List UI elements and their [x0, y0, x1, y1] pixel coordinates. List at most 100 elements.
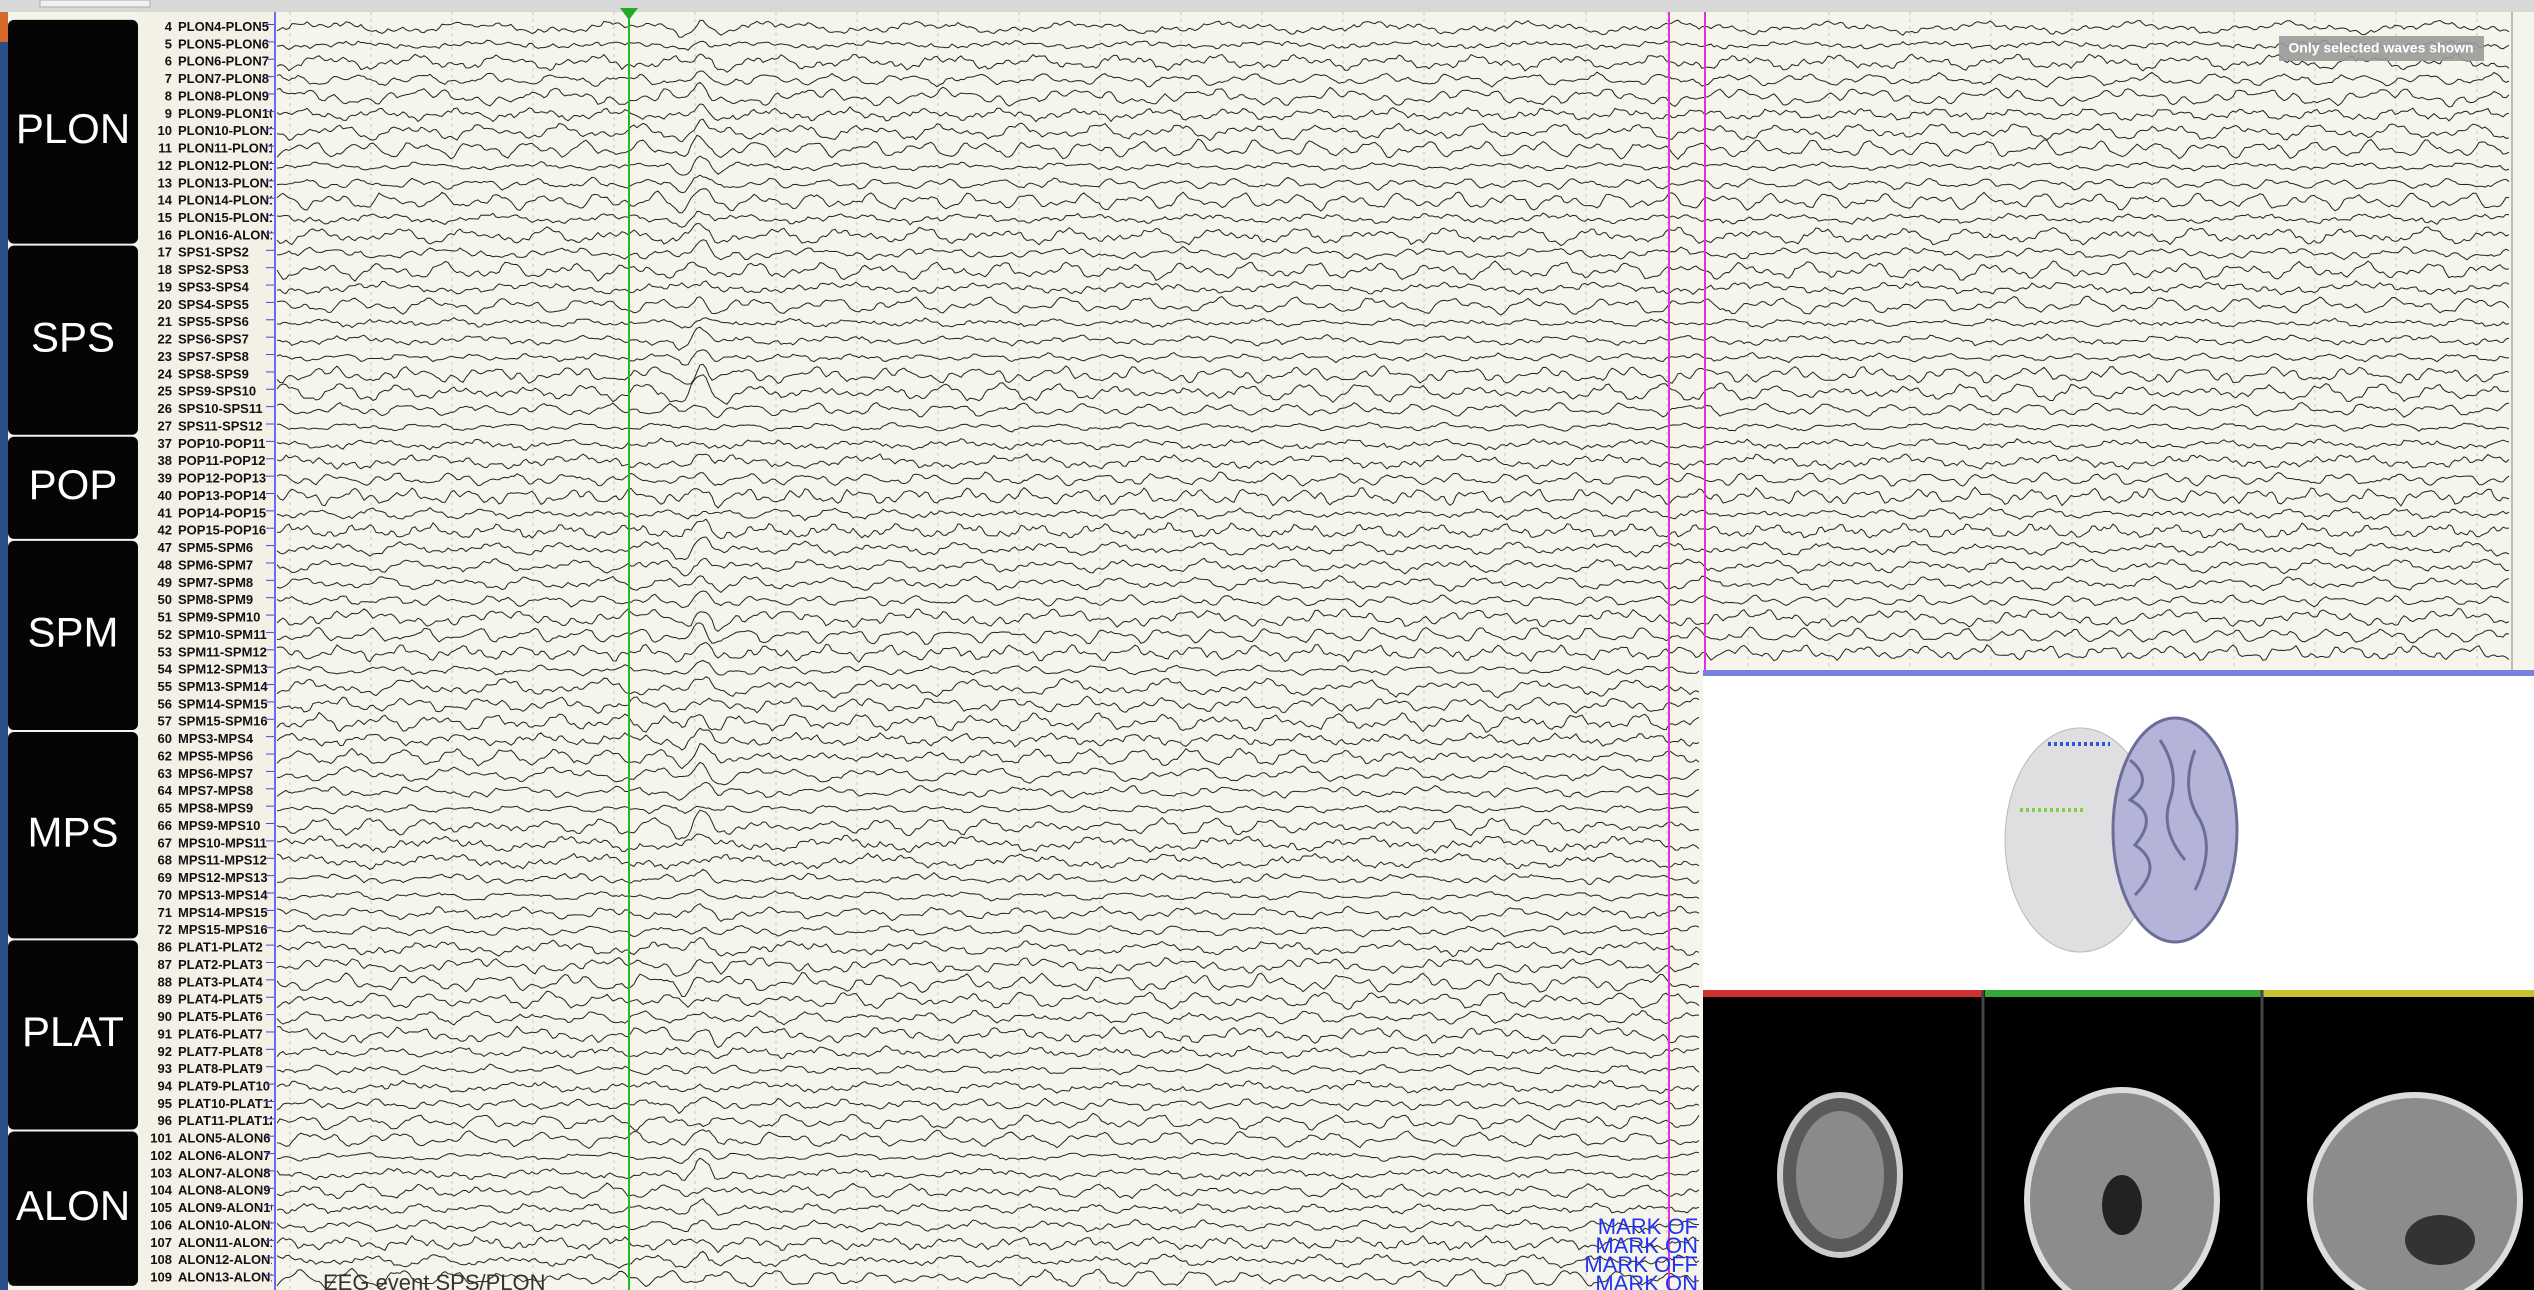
channel-name[interactable]: PLON6-PLON7 [178, 54, 269, 69]
channel-name[interactable]: PLAT7-PLAT8 [178, 1044, 263, 1059]
channel-name[interactable]: PLON15-PLON16 [178, 210, 283, 225]
channel-name[interactable]: MPS13-MPS14 [178, 887, 268, 902]
channel-name[interactable]: POP15-POP16 [178, 523, 266, 538]
channel-name[interactable]: ALON11-ALON12 [178, 1235, 284, 1250]
channel-name[interactable]: PLAT10-PLAT11 [178, 1096, 276, 1111]
channel-name[interactable]: POP11-POP12 [178, 453, 265, 468]
channel-index: 18 [158, 262, 172, 277]
channel-name[interactable]: SPS8-SPS9 [178, 366, 249, 381]
channel-name[interactable]: POP12-POP13 [178, 471, 266, 486]
channel-index: 4 [165, 19, 173, 34]
channel-index: 60 [158, 731, 172, 746]
channel-index: 70 [158, 887, 172, 902]
channel-name[interactable]: MPS6-MPS7 [178, 766, 253, 781]
channel-index: 16 [158, 227, 172, 242]
marker-label[interactable]: MARK ON [1595, 1271, 1698, 1290]
channel-name[interactable]: POP10-POP11 [178, 436, 265, 451]
channel-name[interactable]: ALON12-ALON13 [178, 1252, 285, 1267]
channel-name[interactable]: PLAT5-PLAT6 [178, 1009, 263, 1024]
channel-name[interactable]: PLON7-PLON8 [178, 71, 269, 86]
channel-name[interactable]: PLON12-PLON13 [178, 158, 283, 173]
channel-index: 94 [158, 1079, 173, 1094]
channel-name[interactable]: SPM10-SPM11 [178, 627, 267, 642]
channel-name[interactable]: PLON5-PLON6 [178, 36, 269, 51]
channel-name[interactable]: PLON9-PLON10 [178, 106, 276, 121]
channel-name[interactable]: SPM14-SPM15 [178, 696, 268, 711]
channel-name[interactable]: POP14-POP15 [178, 505, 266, 520]
channel-name[interactable]: ALON13-ALON14 [178, 1270, 286, 1285]
channel-index: 92 [158, 1044, 172, 1059]
group-label[interactable]: ALON [16, 1182, 130, 1229]
channel-name[interactable]: SPS3-SPS4 [178, 279, 250, 294]
group-label[interactable]: PLAT [22, 1008, 124, 1055]
mri-bar [2263, 990, 2534, 997]
group-label[interactable]: SPS [31, 313, 115, 360]
channel-name[interactable]: PLON14-PLON15 [178, 193, 283, 208]
channel-name[interactable]: ALON10-ALON11 [178, 1217, 284, 1232]
channel-index: 8 [165, 88, 172, 103]
channel-name[interactable]: SPM6-SPM7 [178, 557, 253, 572]
channel-name[interactable]: PLON11-PLON12 [178, 141, 283, 156]
channel-name[interactable]: PLON8-PLON9 [178, 88, 269, 103]
channel-name[interactable]: SPS9-SPS10 [178, 384, 256, 399]
group-label[interactable]: SPM [27, 609, 118, 656]
channel-name[interactable]: SPS1-SPS2 [178, 245, 249, 260]
channel-name[interactable]: MPS8-MPS9 [178, 801, 253, 816]
channel-name[interactable]: MPS15-MPS16 [178, 922, 268, 937]
channel-name[interactable]: POP13-POP14 [178, 488, 267, 503]
channel-name[interactable]: PLON16-ALON1 [178, 227, 277, 242]
channel-name[interactable]: PLAT9-PLAT10 [178, 1079, 270, 1094]
channel-name[interactable]: SPS11-SPS12 [178, 418, 263, 433]
channel-index: 67 [158, 835, 172, 850]
group-label[interactable]: MPS [27, 808, 118, 855]
channel-name[interactable]: SPM8-SPM9 [178, 592, 253, 607]
channel-name[interactable]: SPM5-SPM6 [178, 540, 253, 555]
channel-name[interactable]: ALON7-ALON8 [178, 1165, 270, 1180]
panel-border [1703, 670, 2534, 676]
channel-name[interactable]: PLAT6-PLAT7 [178, 1026, 263, 1041]
channel-name[interactable]: SPM7-SPM8 [178, 575, 253, 590]
channel-name[interactable]: ALON6-ALON7 [178, 1148, 270, 1163]
channel-name[interactable]: SPS10-SPS11 [178, 401, 263, 416]
channel-index: 68 [158, 853, 172, 868]
channel-name[interactable]: PLAT3-PLAT4 [178, 974, 264, 989]
channel-name[interactable]: PLON13-PLON14 [178, 175, 284, 190]
channel-name[interactable]: MPS11-MPS12 [178, 853, 267, 868]
channel-index: 102 [150, 1148, 172, 1163]
channel-name[interactable]: PLAT1-PLAT2 [178, 940, 263, 955]
channel-name[interactable]: ALON5-ALON6 [178, 1131, 270, 1146]
channel-index: 21 [158, 314, 172, 329]
channel-name[interactable]: SPM12-SPM13 [178, 662, 268, 677]
channel-name[interactable]: MPS14-MPS15 [178, 905, 268, 920]
channel-name[interactable]: SPS5-SPS6 [178, 314, 249, 329]
group-label[interactable]: PLON [16, 105, 130, 152]
channel-name[interactable]: ALON8-ALON9 [178, 1183, 270, 1198]
channel-index: 101 [150, 1131, 172, 1146]
channel-name[interactable]: SPM15-SPM16 [178, 714, 268, 729]
channel-name[interactable]: MPS5-MPS6 [178, 748, 253, 763]
channel-name[interactable]: PLAT4-PLAT5 [178, 992, 263, 1007]
channel-name[interactable]: PLON10-PLON11 [178, 123, 283, 138]
channel-name[interactable]: MPS12-MPS13 [178, 870, 268, 885]
channel-index: 7 [165, 71, 172, 86]
channel-name[interactable]: SPM9-SPM10 [178, 610, 260, 625]
channel-name[interactable]: SPS4-SPS5 [178, 297, 249, 312]
channel-name[interactable]: MPS3-MPS4 [178, 731, 254, 746]
channel-name[interactable]: SPM13-SPM14 [178, 679, 268, 694]
channel-name[interactable]: PLON4-PLON5 [178, 19, 269, 34]
channel-name[interactable]: SPS7-SPS8 [178, 349, 249, 364]
group-label[interactable]: POP [29, 461, 118, 508]
toolbar-tab [40, 0, 150, 7]
channel-name[interactable]: SPS2-SPS3 [178, 262, 249, 277]
channel-name[interactable]: PLAT2-PLAT3 [178, 957, 263, 972]
channel-name[interactable]: SPM11-SPM12 [178, 644, 267, 659]
channel-name[interactable]: PLAT11-PLAT12 [178, 1113, 276, 1128]
channel-name[interactable]: SPS6-SPS7 [178, 332, 249, 347]
channel-index: 37 [158, 436, 172, 451]
channel-name[interactable]: MPS9-MPS10 [178, 818, 260, 833]
channel-name[interactable]: MPS7-MPS8 [178, 783, 253, 798]
mri-axial-brain [1796, 1111, 1884, 1239]
channel-name[interactable]: ALON9-ALON10 [178, 1200, 278, 1215]
channel-name[interactable]: MPS10-MPS11 [178, 835, 267, 850]
channel-name[interactable]: PLAT8-PLAT9 [178, 1061, 263, 1076]
